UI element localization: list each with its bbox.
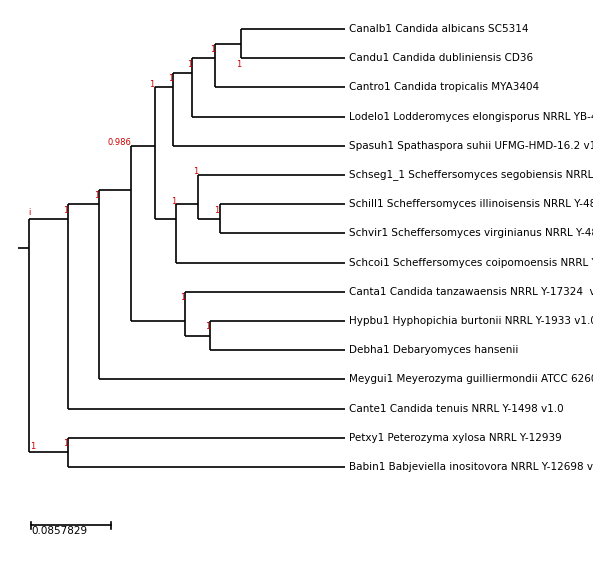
Text: Babin1 Babjeviella inositovora NRRL Y-12698 v1.0: Babin1 Babjeviella inositovora NRRL Y-12… [349,462,593,472]
Text: 1: 1 [168,74,173,83]
Text: Schvir1 Scheffersomyces virginianus NRRL Y-48822T v1.0: Schvir1 Scheffersomyces virginianus NRRL… [349,228,593,238]
Text: Spasuh1 Spathaspora suhii UFMG-HMD-16.2 v1.0: Spasuh1 Spathaspora suhii UFMG-HMD-16.2 … [349,141,593,151]
Text: Schseg1_1 Scheffersomyces segobiensis NRRL Y-11571T v1.0: Schseg1_1 Scheffersomyces segobiensis NR… [349,170,593,181]
Text: Petxy1 Peterozyma xylosa NRRL Y-12939: Petxy1 Peterozyma xylosa NRRL Y-12939 [349,433,562,443]
Text: Schcoi1 Scheffersomyces coipomoensis NRRL Y-17651T v1.0: Schcoi1 Scheffersomyces coipomoensis NRR… [349,258,593,268]
Text: 0.0857829: 0.0857829 [31,525,87,535]
Text: 0.986: 0.986 [107,138,132,147]
Text: Debha1 Debaryomyces hansenii: Debha1 Debaryomyces hansenii [349,345,518,355]
Text: Canalb1 Candida albicans SC5314: Canalb1 Candida albicans SC5314 [349,24,528,34]
Text: 1: 1 [193,168,199,177]
Text: 1: 1 [210,45,215,54]
Text: 1: 1 [236,59,241,68]
Text: 1: 1 [63,205,68,215]
Text: Cante1 Candida tenuis NRRL Y-1498 v1.0: Cante1 Candida tenuis NRRL Y-1498 v1.0 [349,404,564,414]
Text: 1: 1 [171,196,176,205]
Text: 1: 1 [180,293,186,302]
Text: Candu1 Candida dubliniensis CD36: Candu1 Candida dubliniensis CD36 [349,53,533,63]
Text: 1: 1 [94,191,99,200]
Text: 1: 1 [215,205,220,215]
Text: Cantro1 Candida tropicalis MYA3404: Cantro1 Candida tropicalis MYA3404 [349,83,539,92]
Text: 1: 1 [187,59,192,68]
Text: 1: 1 [30,442,36,451]
Text: Schill1 Scheffersomyces illinoisensis NRRL Y-48827T v1.0: Schill1 Scheffersomyces illinoisensis NR… [349,199,593,209]
Text: Meygui1 Meyerozyma guilliermondii ATCC 6260: Meygui1 Meyerozyma guilliermondii ATCC 6… [349,374,593,384]
Text: Canta1 Candida tanzawaensis NRRL Y-17324  v1.0: Canta1 Candida tanzawaensis NRRL Y-17324… [349,287,593,297]
Text: i: i [28,208,31,217]
Text: 1: 1 [149,80,155,89]
Text: Lodelo1 Lodderomyces elongisporus NRRL YB-4239: Lodelo1 Lodderomyces elongisporus NRRL Y… [349,112,593,122]
Text: 1: 1 [63,439,68,448]
Text: Hypbu1 Hyphopichia burtonii NRRL Y-1933 v1.0: Hypbu1 Hyphopichia burtonii NRRL Y-1933 … [349,316,593,326]
Text: 1: 1 [205,323,211,332]
